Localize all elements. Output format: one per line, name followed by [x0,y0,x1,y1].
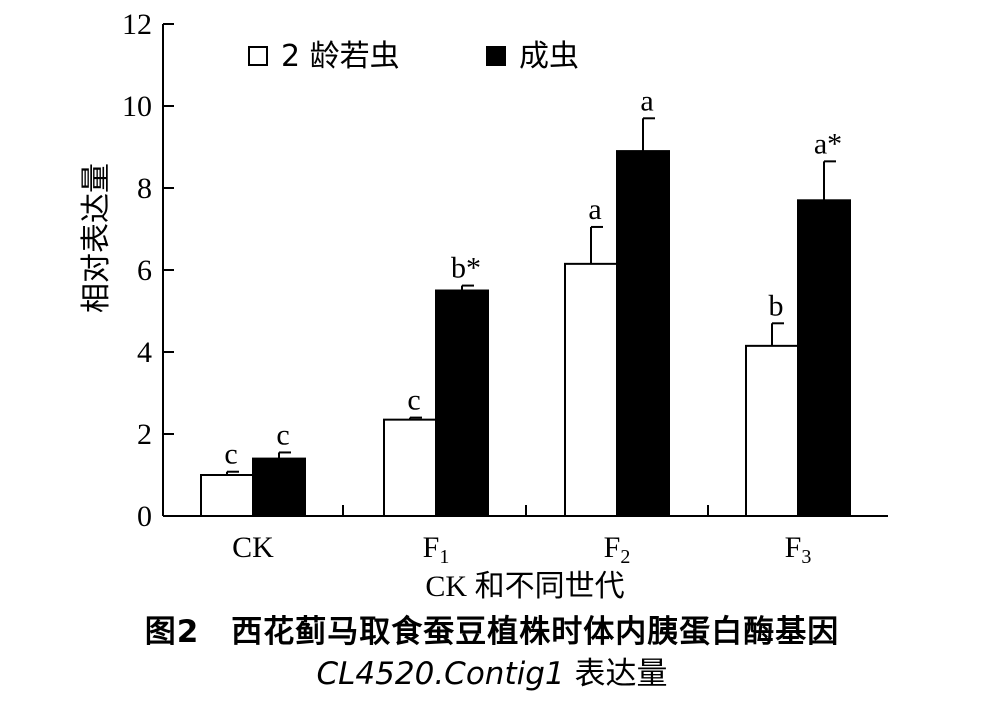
significance-label: c [276,418,289,451]
bar [435,289,489,517]
significance-label: c [224,438,237,471]
x-tick-label: F1 [423,531,450,568]
gene-name: CL4520.Contig1 [316,656,565,692]
bar [797,199,851,518]
x-axis-title: CK 和不同世代 [425,570,624,600]
bar [616,150,670,517]
significance-label: a* [814,127,842,160]
x-tick-label: F2 [604,531,631,568]
x-tick-label: CK [232,531,274,564]
significance-label: c [407,384,420,417]
significance-label: b* [451,252,481,285]
figure-caption-line2: CL4520.Contig1 表达量 [0,648,984,693]
significance-label: a [588,193,601,226]
legend-label: 2 龄若虫 [281,39,400,74]
bar [383,418,437,517]
y-tick-label: 2 [137,418,152,451]
bar [200,474,254,517]
y-tick-label: 12 [122,8,152,41]
bar [252,457,306,518]
y-axis-title: 相对表达量 [79,163,114,313]
legend-swatch [486,46,506,66]
legend-swatch [248,46,268,66]
caption-suffix: 表达量 [564,656,668,692]
y-tick-label: 10 [122,90,152,123]
y-tick-label: 4 [137,336,152,369]
bar [745,344,799,517]
y-tick-label: 8 [137,172,152,205]
legend-label: 成虫 [519,39,579,74]
significance-label: b [769,289,784,322]
bar [564,262,618,517]
figure-caption-line1: 图2 西花蓟马取食蚕豆植株时体内胰蛋白酶基因 [144,614,840,650]
x-tick-label: F3 [785,531,812,568]
y-tick-label: 6 [137,254,152,287]
significance-label: a [640,84,653,117]
y-tick-label: 0 [137,500,152,533]
bar-chart: 0 2 4 6 8 10 12 CK F1 F2 F3 CK 和不同世代 相对表达量 c c a b c b* a a*… [79,8,888,600]
